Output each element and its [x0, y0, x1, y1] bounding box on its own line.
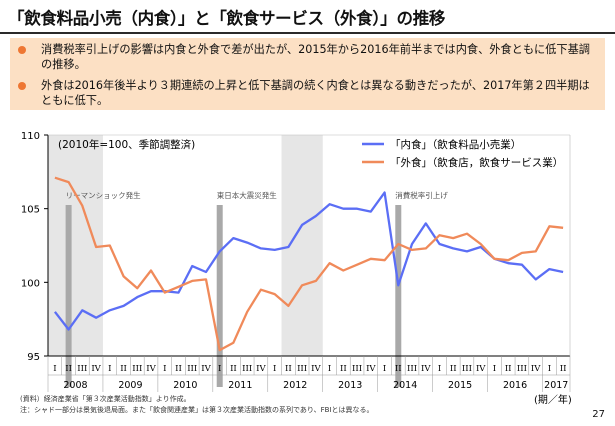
quarter-tick-label: II [230, 364, 237, 374]
quarter-tick-label: III [132, 364, 142, 374]
quarter-tick-label: I [108, 364, 111, 374]
series-line-gaishoku [54, 176, 564, 352]
event-label: 東日本大震災発生 [217, 190, 277, 200]
quarter-tick-label: IV [146, 364, 156, 374]
index-line-chart: 95 100 105 110 (2010年=100、季節調整済) リーマンショック発生 東日… [20, 131, 572, 414]
title-rule [0, 32, 615, 34]
quarter-tick-label: III [187, 364, 197, 374]
quarter-tick-label: I [273, 364, 276, 374]
year-label: 2013 [338, 380, 362, 391]
quarter-tick-label: IV [476, 364, 486, 374]
event-label: リーマンショック発生 [66, 190, 141, 200]
x-axis-label: (期／年) [534, 393, 572, 406]
y-tick-label: 105 [21, 205, 40, 216]
page-title: 「飲食料品小売（内食）」と「飲食サービス（外食）」の推移 [8, 9, 446, 28]
quarter-tick-label: I [328, 364, 331, 374]
unit-note: (2010年=100、季節調整済) [58, 138, 195, 151]
quarter-tick-label: I [493, 364, 496, 374]
bullet-dot-icon [18, 46, 26, 54]
quarter-tick-label: II [505, 364, 512, 374]
quarter-tick-label: III [297, 364, 307, 374]
quarter-tick-label: III [352, 364, 362, 374]
quarter-tick-label: III [242, 364, 252, 374]
summary-text-2: 外食は2016年後半より３期連続の上昇と低下基調の続く内食とは異なる動きだったが… [41, 79, 590, 107]
y-tick-label: 100 [21, 278, 40, 289]
quarter-tick-label: II [65, 364, 72, 374]
legend-label: 「内食」（飲食料品小売業） [390, 138, 521, 151]
y-tick-label: 95 [27, 352, 40, 363]
quarter-tick-label: III [462, 364, 472, 374]
page-number: 27 [592, 409, 605, 420]
quarter-tick-label: II [340, 364, 347, 374]
year-label: 2010 [173, 380, 197, 391]
quarter-tick-label: IV [311, 364, 321, 374]
quarter-tick-label: III [77, 364, 87, 374]
event-marker-bar [395, 205, 402, 387]
quarter-tick-label: II [120, 364, 127, 374]
quarter-tick-label: I [438, 364, 441, 374]
year-label: 2009 [118, 380, 142, 391]
event-marker-bar [65, 205, 72, 387]
quarter-tick-label: IV [91, 364, 101, 374]
summary-box: 消費税率引上げの影響は内食と外食で差が出たが、2015年から2016年前半までは… [10, 38, 605, 110]
year-label: 2016 [503, 380, 527, 391]
y-tick-label: 110 [21, 131, 40, 142]
quarter-tick-label: I [383, 364, 386, 374]
quarter-tick-label: IV [201, 364, 211, 374]
quarter-tick-label: I [163, 364, 166, 374]
year-label: 2012 [283, 380, 307, 391]
event-marker-bar [216, 205, 223, 387]
year-label: 2011 [228, 380, 252, 391]
year-label: 2017 [544, 380, 568, 391]
quarter-tick-label: I [218, 364, 221, 374]
bullet-dot-icon [18, 82, 26, 90]
event-label: 消費税率引上げ [395, 190, 448, 200]
footnote-source: (資料）経済産業省「第３次産業活動指数」より作成。 [20, 394, 191, 403]
quarter-tick-label: I [53, 364, 56, 374]
recession-shade [281, 135, 323, 356]
quarter-tick-label: IV [256, 364, 266, 374]
series-line-naishoku [53, 191, 564, 331]
legend-label: 「外食」（飲食店，飲食サービス業） [390, 156, 563, 169]
year-label: 2015 [448, 380, 472, 391]
quarter-tick-label: I [548, 364, 551, 374]
quarter-tick-label: II [285, 364, 292, 374]
quarter-tick-label: III [407, 364, 417, 374]
year-label: 2014 [393, 380, 417, 391]
quarter-tick-label: II [175, 364, 182, 374]
quarter-tick-label: IV [366, 364, 376, 374]
year-label: 2008 [63, 380, 87, 391]
quarter-tick-label: IV [421, 364, 431, 374]
summary-text-1: 消費税率引上げの影響は内食と外食で差が出たが、2015年から2016年前半までは… [41, 43, 590, 71]
quarter-tick-label: II [395, 364, 402, 374]
quarter-tick-label: II [560, 364, 567, 374]
footnote-note: 注：シャド一部分は景気後退局面。また「飲食関連産業」は第３次産業活動指数の系列で… [20, 405, 374, 414]
quarter-tick-label: IV [531, 364, 541, 374]
quarter-tick-label: III [517, 364, 527, 374]
quarter-tick-label: II [450, 364, 457, 374]
